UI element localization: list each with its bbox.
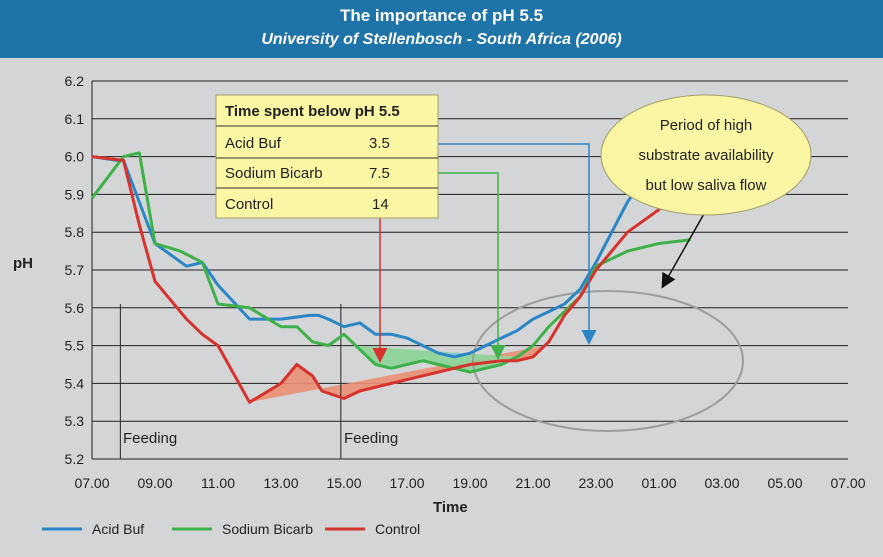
y-tick-label: 6.2: [65, 73, 85, 89]
bubble-pointer-arrow: [661, 204, 710, 289]
x-tick-label: 05.00: [767, 475, 802, 491]
info-table-row-value-bicarb: 7.5: [369, 165, 390, 182]
y-axis-label: pH: [13, 255, 33, 272]
speech-bubble-line-3: but low saliva flow: [646, 177, 767, 194]
speech-bubble-line-1: Period of high: [660, 117, 753, 134]
y-tick-label: 5.9: [65, 186, 85, 202]
y-axis-ticks: 5.2 5.3 5.4 5.5 5.6 5.7 5.8 5.9 6.0 6.1 6.2: [65, 73, 85, 467]
info-table-row-value-acid: 3.5: [369, 135, 390, 152]
info-table-title: Time spent below pH 5.5: [225, 103, 400, 120]
legend: Acid Buf Sodium Bicarb Control: [42, 521, 420, 537]
below-threshold-area: [355, 345, 518, 373]
x-tick-label: 11.00: [201, 475, 235, 491]
info-table-row-label-acid: Acid Buf: [225, 135, 282, 152]
legend-label: Acid Buf: [92, 521, 144, 537]
speech-bubble: Period of high substrate availability bu…: [600, 94, 812, 216]
feeding-markers: [119, 304, 342, 459]
info-table: Time spent below pH 5.5 Acid Buf 3.5 Sod…: [215, 94, 439, 219]
feeding-label-2: Feeding: [344, 430, 398, 447]
x-tick-label: 21.00: [515, 475, 550, 491]
speech-bubble-shape: [600, 94, 812, 216]
acid-buf-callout-arrow: [404, 143, 597, 345]
x-tick-label: 13.00: [263, 475, 298, 491]
info-table-row-value-control: 14: [372, 196, 389, 213]
x-tick-label: 17.00: [389, 475, 424, 491]
speech-bubble-line-2: substrate availability: [638, 147, 774, 164]
x-tick-label: 09.00: [137, 475, 172, 491]
legend-label: Sodium Bicarb: [222, 521, 313, 537]
chart-subtitle: University of Stellenbosch - South Afric…: [261, 31, 622, 48]
x-tick-label: 15.00: [326, 475, 361, 491]
x-tick-label: 01.00: [641, 475, 676, 491]
y-tick-label: 5.3: [65, 413, 85, 429]
x-tick-label: 07.00: [74, 475, 109, 491]
series-line: [90, 151, 691, 374]
x-tick-label: 03.00: [704, 475, 739, 491]
y-tick-label: 5.7: [65, 262, 85, 278]
info-table-box: [215, 94, 439, 219]
series-line: [91, 155, 692, 404]
series-lines: [90, 147, 692, 404]
legend-label: Control: [375, 521, 420, 537]
y-tick-label: 6.1: [65, 111, 85, 127]
y-tick-label: 5.8: [65, 224, 85, 240]
x-axis-ticks: 07.00 09.00 11.00 13.00 15.00 17.00 19.00 21.00…: [74, 475, 865, 491]
feeding-label-1: Feeding: [123, 430, 177, 447]
x-axis-label: Time: [433, 499, 468, 516]
x-tick-label: 23.00: [578, 475, 613, 491]
y-tick-label: 5.4: [65, 375, 85, 391]
below-threshold-area: [249, 345, 545, 403]
highlight-ellipse: [472, 290, 744, 432]
chart-title: The importance of pH 5.5: [339, 6, 544, 25]
highlight-ellipse-shape: [472, 290, 744, 432]
chart-header: The importance of pH 5.5 University of S…: [0, 0, 883, 58]
y-tick-label: 5.5: [65, 338, 85, 354]
y-tick-label: 5.6: [65, 300, 85, 316]
info-table-row-label-bicarb: Sodium Bicarb: [225, 165, 323, 182]
x-tick-label: 19.00: [452, 475, 487, 491]
info-table-row-label-control: Control: [225, 196, 273, 213]
y-tick-label: 6.0: [65, 149, 85, 165]
x-tick-label: 07.00: [830, 475, 865, 491]
below-threshold-fills: [249, 345, 545, 403]
y-tick-label: 5.2: [65, 451, 85, 467]
